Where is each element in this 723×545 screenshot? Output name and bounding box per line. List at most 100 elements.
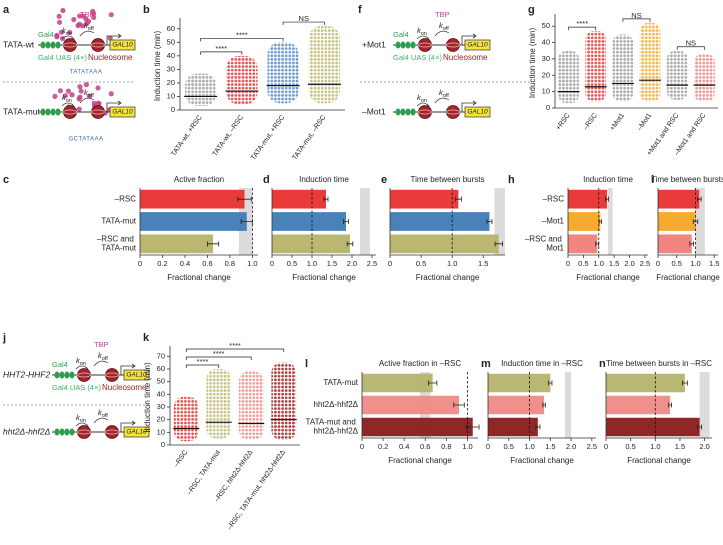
significance: **** [197,357,209,366]
tbp-molecule [95,100,101,106]
x-tick-label: 1.0 [462,442,472,451]
uas-site [59,428,65,436]
panel-letter: l [305,358,308,370]
swarm [585,31,607,102]
y-tick-label: 20 [157,415,165,424]
x-tick-label: 1.0 [524,442,534,451]
error-bar [494,241,503,247]
x-tick-label: 1.5 [609,259,619,268]
tss-arrow [106,33,122,45]
y-tick-label: 10 [157,427,165,436]
rate-constant: kon [62,93,72,104]
significance: **** [213,349,225,358]
rate-arrows [416,30,450,40]
x-tick-label: 0.6 [202,259,212,268]
tbp-molecule [108,12,114,18]
swarm [184,73,217,106]
uas-site [45,41,51,49]
x-tick-label: TATA-wt, –RSC [212,114,245,158]
swarm [666,50,688,100]
tbp-label: TBP [435,10,450,19]
swarm [612,34,634,102]
x-tick-label: 1.0 [650,442,660,451]
error-bar [486,219,493,224]
y-tick-label: 50 [167,37,175,46]
y-tick-label: 30 [542,54,550,63]
rate-symbol: k [76,356,81,365]
nucleosome [91,105,105,119]
rate-symbol: k [76,413,81,422]
y-tick-label: 30 [157,402,165,411]
rate-subscript: on [66,98,72,104]
rate-subscript: on [80,361,86,367]
bracket [200,37,284,42]
bar [272,212,346,231]
uas-site [69,371,75,379]
error-bar [682,380,688,386]
nucleosome [77,368,91,382]
category-label: –Mot1 [542,217,565,226]
construct-name: HHT2-HHF2 [3,369,50,379]
gene-box [109,106,136,118]
x-tick-label: 0.2 [378,442,388,451]
category-label: –RSC and Mot1 [525,234,565,252]
x-tick-label: 1.5 [478,259,488,268]
gene-name: GAL10 [126,429,147,436]
x-axis-title: Fractional change [388,456,452,465]
x-axis-title: Fractional change [292,273,356,282]
x-tick-label: 1.0 [247,259,257,268]
error-bar [466,424,480,430]
uas-site [405,108,411,116]
reference-band [360,188,370,255]
swarm [226,55,258,105]
tbp-molecule [71,16,77,23]
bar [362,417,473,437]
x-tick-label: 0.8 [225,259,235,268]
bar [488,395,545,415]
rate-symbol: k [62,93,67,102]
error-bar [605,196,610,202]
rate-constant: kon [62,26,72,37]
panel-title: Induction time [583,175,633,184]
x-tick-label: +RSC [555,112,572,131]
bracket [185,364,220,368]
tbp-molecule [91,11,97,17]
reference-band [699,372,710,438]
rate-subscript: off [102,356,108,362]
bar [568,234,598,254]
x-axis-title: Fractional change [656,273,720,282]
nucleosome-dna [446,109,460,115]
rate-arrows [61,30,95,40]
panel-title: Active fraction [174,175,224,184]
nucleosome-label: Nucleosome [88,53,133,62]
x-tick-label: 0 [604,442,608,451]
rate-subscript: off [443,93,449,99]
bracket [200,51,243,55]
bracket [676,46,705,50]
x-tick-label: 0.2 [157,259,167,268]
label-line: hht2Δ-hhf2Δ [314,427,359,436]
rate-symbol: k [439,21,444,30]
rate-constant: koff [84,21,94,32]
tbp-molecule [56,19,63,25]
nucleosome [446,38,460,52]
panel-letter: g [528,4,535,16]
x-tick-label: 0 [138,259,142,268]
uas-site [55,41,61,49]
nucleosome [63,38,77,52]
error-bar [454,196,462,202]
y-tick-label: 70 [157,351,165,360]
tbp-label: TBP [94,340,109,349]
bar [658,212,696,231]
bar [606,417,700,437]
uas-site [395,108,401,116]
rate-subscript: off [88,93,94,99]
rate-symbol: k [439,88,444,97]
error-bar [237,196,252,202]
category-label: TATA-mut [323,378,358,387]
tbp-molecule [57,88,64,94]
gene-name: GAL10 [112,109,133,116]
error-bar [428,380,438,386]
nucleosome [446,105,460,119]
